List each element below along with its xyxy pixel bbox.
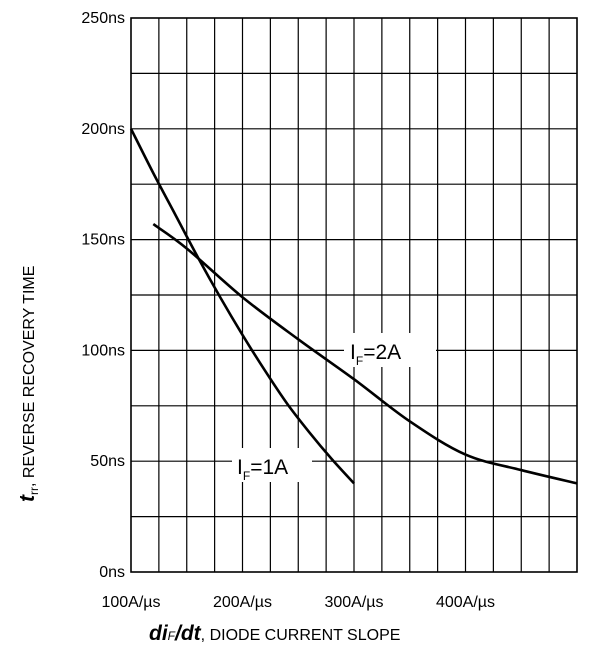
- series-label-if-1a: IF=1A: [232, 448, 312, 483]
- x-tick-label: 400A/µs: [436, 594, 495, 611]
- series-line-if-1a: [129, 128, 355, 485]
- x-tick-label: 200A/µs: [213, 594, 272, 611]
- y-tick-label: 150ns: [81, 232, 125, 249]
- x-axis-title: diF/dt, DIODE CURRENT SLOPE: [149, 622, 400, 645]
- x-tick-label: 100A/µs: [101, 594, 160, 611]
- x-tick-label: 300A/µs: [324, 594, 383, 611]
- y-tick-label: 100ns: [81, 342, 125, 359]
- svg-text:IF=1A: IF=1A: [237, 456, 288, 483]
- y-tick-label: 50ns: [90, 453, 125, 470]
- plot-frame: [130, 17, 578, 573]
- grid: [131, 18, 577, 572]
- svg-text:IF=2A: IF=2A: [350, 341, 401, 368]
- y-axis-title: trr, REVERSE RECOVERY TIME: [16, 266, 41, 502]
- y-tick-label: 200ns: [81, 121, 125, 138]
- series-line-if-2a: [152, 223, 578, 485]
- x-tick-labels: 100A/µs 200A/µs 300A/µs 400A/µs: [101, 594, 495, 611]
- y-tick-label: 250ns: [81, 10, 125, 27]
- y-tick-labels: 0ns 50ns 100ns 150ns 200ns 250ns: [81, 10, 125, 581]
- series-label-if-2a: IF=2A: [344, 333, 436, 368]
- series-layer: [129, 128, 578, 485]
- y-tick-label: 0ns: [99, 564, 125, 581]
